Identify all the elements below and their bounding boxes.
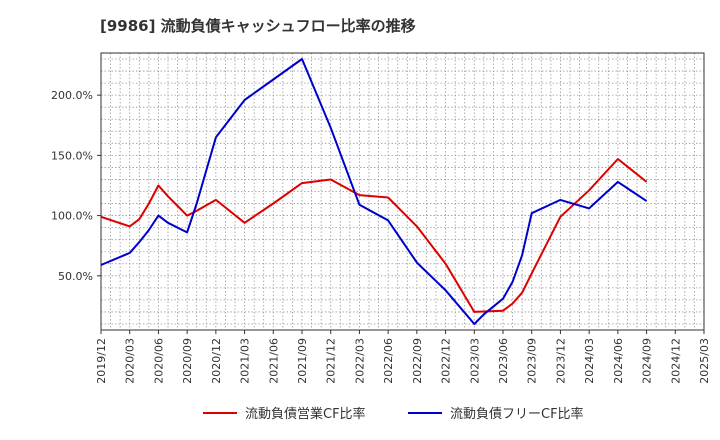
legend-label-1: 流動負債営業CF比率 xyxy=(245,406,366,422)
x-tick-label: 2022/12 xyxy=(440,338,453,384)
x-tick-label: 2020/09 xyxy=(181,338,194,384)
x-tick-label: 2021/06 xyxy=(267,338,280,384)
series-line-2 xyxy=(100,58,648,325)
x-tick-label: 2023/12 xyxy=(554,338,567,384)
y-tick-label: 100.0% xyxy=(51,210,93,223)
grid xyxy=(101,53,704,330)
x-tick-label: 2021/12 xyxy=(325,338,338,384)
x-tick-label: 2023/09 xyxy=(526,338,539,384)
x-tick-label: 2025/03 xyxy=(698,338,711,384)
y-tick-label: 150.0% xyxy=(51,149,93,162)
x-tick-label: 2024/06 xyxy=(612,338,625,384)
x-tick-label: 2022/09 xyxy=(411,338,424,384)
x-tick-label: 2024/12 xyxy=(669,338,682,384)
x-tick-label: 2020/12 xyxy=(210,338,223,384)
y-tick-label: 200.0% xyxy=(51,89,93,102)
legend: 流動負債営業CF比率 流動負債フリーCF比率 xyxy=(203,406,584,422)
series-lines xyxy=(100,58,648,325)
chart-title: [9986] 流動負債キャッシュフロー比率の推移 xyxy=(100,17,416,35)
y-tick-label: 50.0% xyxy=(58,270,93,283)
x-tick-label: 2023/03 xyxy=(468,338,481,384)
x-tick-label: 2022/03 xyxy=(353,338,366,384)
x-tick-label: 2020/06 xyxy=(152,338,165,384)
y-axis: 50.0% 100.0% 150.0% 200.0% xyxy=(51,89,101,283)
x-axis: 2019/12 2020/03 2020/06 2020/09 2020/12 2021/… xyxy=(95,330,711,384)
x-tick-label: 2022/06 xyxy=(382,338,395,384)
x-tick-label: 2024/09 xyxy=(641,338,654,384)
legend-label-2: 流動負債フリーCF比率 xyxy=(450,406,584,422)
x-tick-label: 2019/12 xyxy=(95,338,108,384)
series-line-1 xyxy=(100,158,648,313)
x-tick-label: 2021/09 xyxy=(296,338,309,384)
x-tick-label: 2020/03 xyxy=(124,338,137,384)
plot-frame xyxy=(100,52,705,331)
x-tick-label: 2021/03 xyxy=(239,338,252,384)
x-tick-label: 2024/03 xyxy=(583,338,596,384)
x-tick-label: 2023/06 xyxy=(497,338,510,384)
